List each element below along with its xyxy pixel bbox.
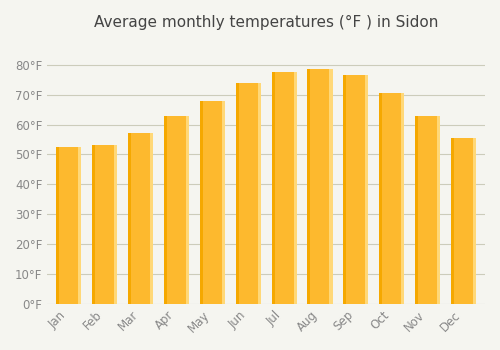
Bar xyxy=(473,138,476,304)
Bar xyxy=(437,116,440,304)
Bar xyxy=(272,72,274,304)
Bar xyxy=(128,133,153,304)
Bar xyxy=(451,138,476,304)
Bar xyxy=(150,133,153,304)
Bar xyxy=(330,69,332,304)
Bar xyxy=(294,72,296,304)
Bar xyxy=(128,133,131,304)
Bar xyxy=(415,116,418,304)
Bar xyxy=(200,101,202,304)
Bar xyxy=(222,101,225,304)
Bar xyxy=(451,138,454,304)
Title: Average monthly temperatures (°F ) in Sidon: Average monthly temperatures (°F ) in Si… xyxy=(94,15,438,30)
Bar xyxy=(379,93,404,304)
Bar xyxy=(379,93,382,304)
Bar xyxy=(92,146,117,304)
Bar xyxy=(236,83,260,304)
Bar xyxy=(200,101,225,304)
Bar xyxy=(56,147,82,304)
Bar xyxy=(92,146,95,304)
Bar xyxy=(402,93,404,304)
Bar xyxy=(236,83,238,304)
Bar xyxy=(164,116,167,304)
Bar xyxy=(258,83,260,304)
Bar xyxy=(78,147,82,304)
Bar xyxy=(272,72,296,304)
Bar xyxy=(114,146,117,304)
Bar xyxy=(164,116,189,304)
Bar xyxy=(308,69,332,304)
Bar xyxy=(56,147,59,304)
Bar xyxy=(415,116,440,304)
Bar xyxy=(366,75,368,304)
Bar xyxy=(344,75,368,304)
Bar xyxy=(186,116,189,304)
Bar xyxy=(308,69,310,304)
Bar xyxy=(344,75,346,304)
